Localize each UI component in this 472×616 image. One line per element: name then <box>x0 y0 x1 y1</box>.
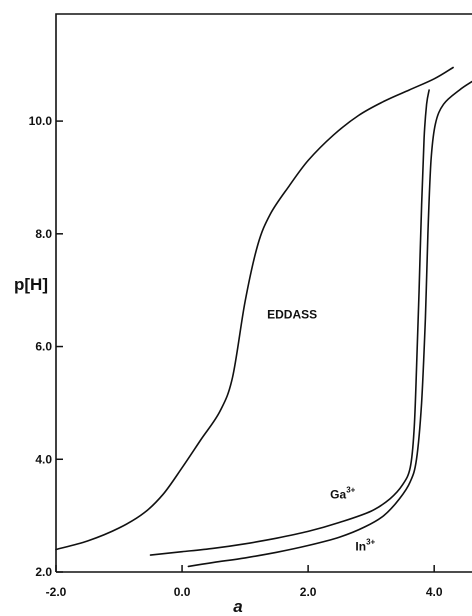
annotation-eddass: EDDASS <box>267 307 317 321</box>
y-tick-label: 2.0 <box>35 565 52 579</box>
x-tick-label: 4.0 <box>426 585 443 599</box>
x-tick-label: 0.0 <box>174 585 191 599</box>
series-line-ga3 <box>149 89 430 556</box>
y-tick-label: 10.0 <box>29 114 53 128</box>
x-tick-label: -2.0 <box>46 585 67 599</box>
annotation-in: In3+ <box>355 538 375 554</box>
y-axis-label: p[H] <box>14 275 48 294</box>
x-axis-label: a <box>233 597 242 616</box>
series-line-in3 <box>187 80 472 568</box>
y-tick-label: 6.0 <box>35 340 52 354</box>
series-line-eddass <box>55 66 454 551</box>
axes: 2.0 4.0 6.0 8.0 10.0 -2.0 0.0 2.0 4.0 p[H] a <box>14 13 472 616</box>
y-tick-label: 8.0 <box>35 227 52 241</box>
x-tick-label: 2.0 <box>300 585 317 599</box>
y-tick-label: 4.0 <box>35 452 52 466</box>
annotation-ga: Ga3+ <box>330 486 355 502</box>
plot-frame <box>55 13 472 572</box>
series-group <box>55 66 472 568</box>
annotations: EDDASS Ga3+ In3+ <box>267 307 375 553</box>
